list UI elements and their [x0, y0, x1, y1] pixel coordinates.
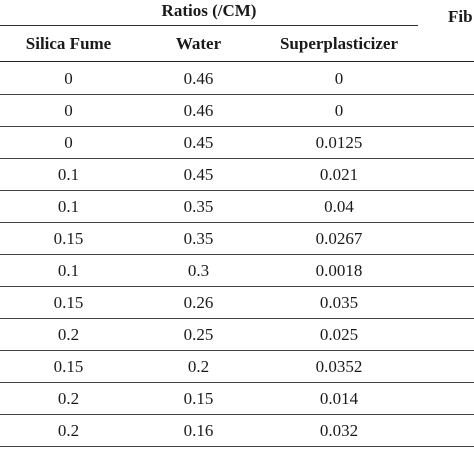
table-row: 0.15 0.2 0.0352 [0, 351, 474, 383]
table-cell: 0.15 [183, 389, 214, 408]
table-cell: 0.1 [57, 165, 80, 184]
table-cell: 0.2 [57, 325, 80, 344]
table-cell: 0.2 [57, 421, 80, 440]
table-cell: 0.16 [183, 421, 214, 440]
table-cell: 0.04 [324, 197, 354, 216]
table-row: 0.15 0.35 0.0267 [0, 223, 474, 255]
table-cell: 0.3 [187, 261, 210, 280]
header-rule [0, 61, 474, 62]
table-cell: 0.15 [53, 229, 84, 248]
group-header-rule [0, 25, 418, 26]
table-cell: 0.15 [53, 357, 84, 376]
table-row: 0.1 0.45 0.021 [0, 159, 474, 191]
table-body: 0 0.46 0 0 0.46 0 0 0.45 0.0125 0.1 0.45 0.021 0.1 0.… [0, 63, 474, 447]
table-cell: 0.46 [183, 101, 214, 120]
table-row: 0.1 0.35 0.04 [0, 191, 474, 223]
table-cell: 0.0352 [315, 357, 363, 376]
table-cell: 0.46 [183, 69, 214, 88]
table-cell: 0.45 [183, 165, 214, 184]
table-cell: 0.032 [319, 421, 359, 440]
table-cell: 0.25 [183, 325, 214, 344]
column-header-silica-fume: Silica Fume [25, 34, 112, 53]
table-cell: 0 [334, 69, 344, 88]
table-row: 0 0.46 0 [0, 63, 474, 95]
table-cell: 0.15 [53, 293, 84, 312]
table-cell: 0.35 [183, 229, 214, 248]
table-cell: 0.035 [319, 293, 359, 312]
table-cell: 0.0267 [315, 229, 363, 248]
table-cell: 0.2 [57, 389, 80, 408]
table-row: 0 0.45 0.0125 [0, 127, 474, 159]
table-cell: 0.26 [183, 293, 214, 312]
table-row: 0.2 0.25 0.025 [0, 319, 474, 351]
group-header-ratios: Ratios (/CM) [161, 1, 257, 20]
table-cell: 0 [334, 101, 344, 120]
clipped-column-header: Fib [448, 7, 473, 26]
table-cell: 0.2 [187, 357, 210, 376]
table-cell: 0 [64, 69, 73, 88]
table-cell: 0.021 [319, 165, 359, 184]
table-cell: 0.0018 [315, 261, 363, 280]
table-row: 0 0.46 0 [0, 95, 474, 127]
column-header-water: Water [175, 34, 222, 53]
table-cell: 0 [64, 133, 73, 152]
table-cell: 0.014 [319, 389, 359, 408]
table-cell: 0.1 [57, 197, 80, 216]
column-header-superplasticizer: Superplasticizer [279, 34, 399, 53]
table-row: 0.15 0.26 0.035 [0, 287, 474, 319]
table-cell: 0 [64, 101, 73, 120]
table-cell: 0.0125 [315, 133, 363, 152]
table-cell: 0.1 [57, 261, 80, 280]
table-cell: 0.025 [319, 325, 359, 344]
column-header-row: Silica Fume Water Superplasticizer [0, 28, 474, 60]
table-row: 0.1 0.3 0.0018 [0, 255, 474, 287]
table-row: 0.2 0.16 0.032 [0, 415, 474, 447]
table-cell: 0.35 [183, 197, 214, 216]
table-cell: 0.45 [183, 133, 214, 152]
table-row: 0.2 0.15 0.014 [0, 383, 474, 415]
